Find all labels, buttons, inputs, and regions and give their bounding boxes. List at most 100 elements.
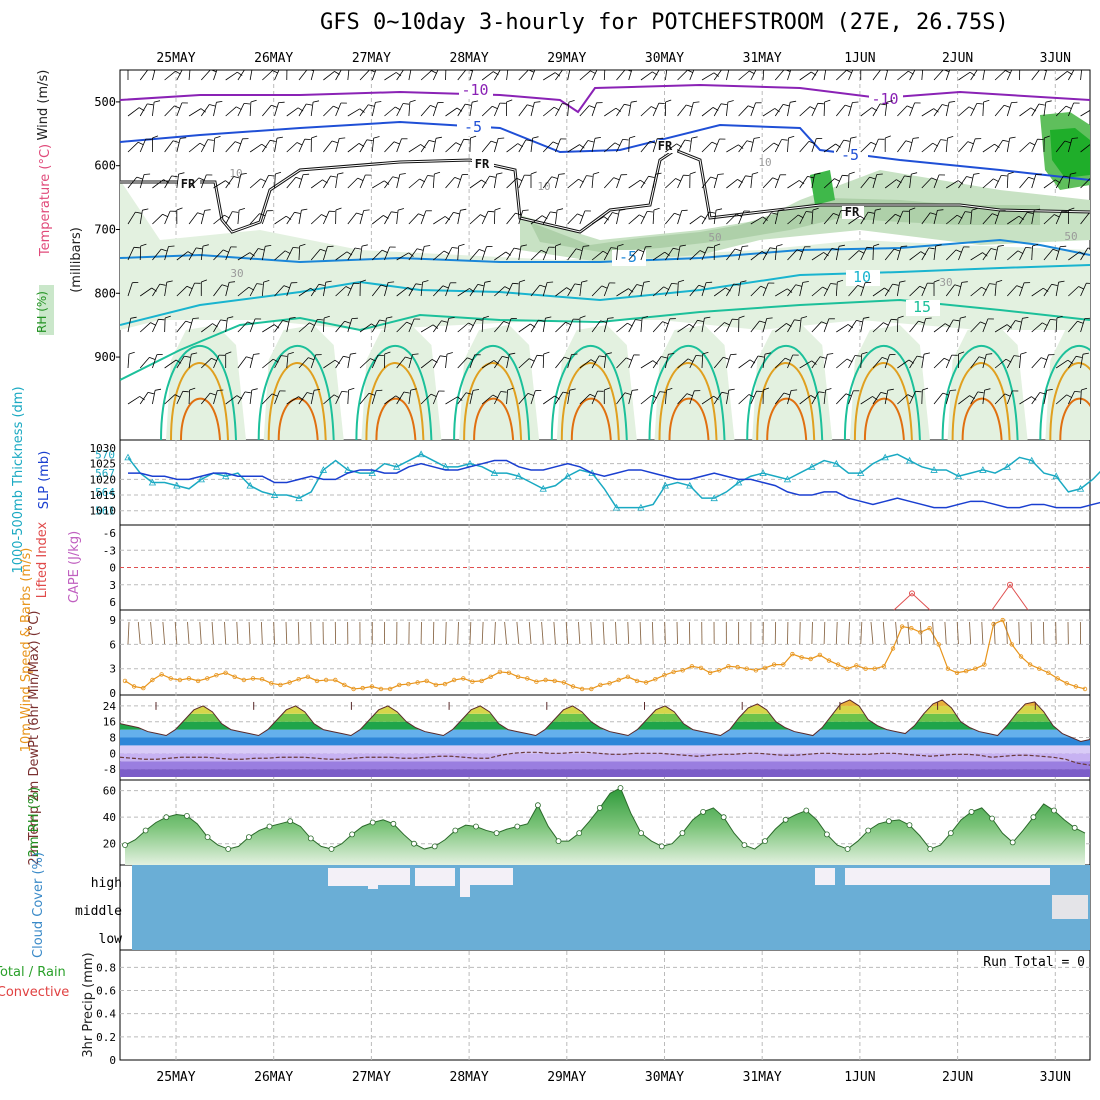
wind-barb [274,215,287,225]
wind-barb-flag [174,394,181,398]
wind-speed-point [488,674,493,679]
temperature-axis-label: Temperature (°C) [38,144,53,257]
wind-barb-flag [1001,175,1008,177]
wind-barb-flag [360,279,367,283]
wind-speed-point [1000,617,1005,623]
wind-barb-flag [161,248,168,252]
wind-barb [799,211,807,225]
wind-barb [1019,318,1023,333]
wind-barb [420,359,433,369]
wind-barb [213,319,221,333]
wind-barb [139,322,151,333]
wind-speed-point [707,670,713,675]
wind-barb [872,138,879,153]
wind-barb [408,144,421,153]
wind-barb [237,252,251,261]
wind-barb-flag [392,176,399,179]
wind-barb [1019,247,1026,261]
wind-barb [274,173,276,189]
wind-barb [750,251,763,261]
rh-point [473,823,479,830]
wind-barb [775,323,787,333]
wind-barb-flag [446,352,453,355]
wind-barb [1043,390,1048,405]
wind-barb [701,318,705,333]
wind-barb-flag [607,317,614,319]
wind-barb-flag [348,387,355,391]
wind-barb-flag [207,139,214,141]
rh-point [782,816,789,823]
wind-barb-flag [159,283,166,286]
wind-barb-flag [335,207,342,211]
contour-label-bg [457,120,491,136]
wind-barb-flag [954,284,961,287]
wind-barb [970,321,981,333]
wind-barb [261,282,264,297]
wind-barb-flag [427,175,434,177]
rh-shade-30 [120,180,1090,330]
cloud-gap [468,868,513,885]
wind-tick-label: 9 [109,614,116,627]
wind-barb [469,249,480,261]
cloud-gap [900,868,930,883]
wind-barb-flag [788,135,795,139]
wind-barb-flag [798,214,804,219]
wind-barb [396,356,406,369]
wind-barb [811,70,819,81]
wind-barb [921,70,924,81]
wind-barb-flag [460,208,467,211]
wind-barb-flag [809,106,816,110]
wind-barb [408,213,419,225]
rh-point [1009,839,1016,846]
wind-barb [335,174,338,189]
thickness-point [783,475,792,483]
wind-barb [384,318,387,333]
wind-barb-flag [605,352,612,355]
wind-barb [225,318,228,333]
wind-speed-point [351,686,356,692]
wind-barb-flag [180,137,187,139]
wind-barb [726,144,739,153]
wind-barb-flag [474,66,480,67]
wind-barb-flag [185,320,192,324]
wind-barb-flag [520,244,527,247]
wind-barb-flag [575,248,582,251]
wind-speed-point [186,676,192,681]
wind-barb [994,358,1007,369]
wind-barb [274,102,279,117]
wind-barb [591,216,605,225]
wind-barb-flag [249,252,255,257]
wind-barb-flag [610,247,617,249]
wind-barb-flag [133,246,140,249]
wind-speed-series [124,619,1086,690]
wind-barb-flag [668,353,675,355]
wind-barb-flag [386,316,393,319]
wind-barb-flag [632,389,639,391]
isotherm-diurnal-15 [160,344,237,440]
cloud-level-label: low [99,932,123,947]
wind-barb [1006,138,1011,153]
wind-speed-point [863,666,868,671]
wind-barb [1068,391,1075,405]
wind-barb [872,357,883,369]
wind-barb-flag [515,212,522,216]
wind-barb [262,324,275,333]
wind-barb-flag [911,172,918,175]
wind-barb [909,320,919,333]
wind-barb [152,70,156,81]
rh-point [369,819,376,826]
wind-barb [310,390,315,405]
wind-barb [811,103,819,117]
surface-wind-barb [248,621,251,645]
wind-barb-flag [769,247,776,249]
wind-barb [445,354,448,369]
wind-barb [1019,354,1022,369]
wind-speed-point [461,676,466,681]
wind-barb-flag [294,211,301,214]
wind-barb-flag [612,212,619,215]
wind-barb [249,390,253,405]
wind-barb-flag [539,284,546,288]
wind-barb [628,319,636,333]
wind-barb [164,359,177,369]
wind-barb-flag [626,70,632,72]
